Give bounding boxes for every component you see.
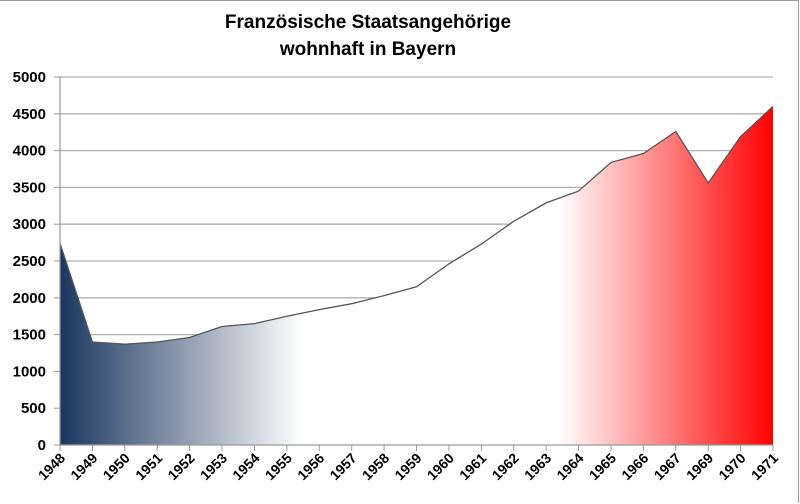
x-tick-label: 1950 [100,450,133,483]
y-tick-label: 2500 [13,253,46,270]
data-area [60,106,773,446]
x-tick-label: 1966 [618,450,651,483]
x-tick-label: 1956 [294,450,327,483]
x-tick-label: 1955 [262,450,295,483]
x-tick-label: 1962 [489,450,522,483]
x-tick-label: 1952 [164,450,197,483]
x-tick-label: 1969 [683,450,716,483]
x-tick-label: 1949 [67,450,100,483]
x-tick-label: 1970 [715,450,748,483]
x-tick-label: 1951 [132,450,165,483]
x-tick-label: 1965 [586,450,619,483]
x-tick-label: 1958 [359,450,392,483]
x-tick-label: 1959 [391,450,424,483]
x-tick-label: 1971 [748,450,781,483]
x-tick-label: 1960 [424,450,457,483]
x-tick-label: 1964 [553,450,586,483]
x-tick-label: 1957 [326,450,359,483]
chart-title-line2: wohnhaft in Bayern [279,39,457,60]
chart-title-line1: Französische Staatsangehörige [224,12,512,33]
y-tick-label: 1000 [13,363,46,380]
x-axis-ticks: 1948 1949 1950 1951 1952 1953 1954 1955 1956 1957… [35,445,781,483]
x-tick-label: 1948 [35,450,68,483]
y-axis-ticks: 0 500 1000 1500 2000 2500 3000 3500 4000 4500 5000 [13,69,60,454]
x-tick-label: 1967 [651,450,684,483]
y-tick-label: 3500 [13,179,46,196]
chart-title: Französische Staatsangehörige wohnhaft i… [0,9,736,63]
x-tick-label: 1954 [229,450,262,483]
y-tick-label: 1500 [13,327,46,344]
y-tick-label: 500 [21,400,46,417]
data-line [59,105,774,345]
y-tick-label: 3000 [13,216,46,233]
x-tick-label: 1961 [456,450,489,483]
y-tick-label: 2000 [13,290,46,307]
y-tick-label: 5000 [13,69,46,86]
y-tick-label: 4000 [13,143,46,160]
y-tick-label: 0 [38,437,46,454]
x-tick-label: 1963 [521,450,554,483]
x-tick-label: 1953 [197,450,230,483]
y-tick-label: 4500 [13,106,46,123]
